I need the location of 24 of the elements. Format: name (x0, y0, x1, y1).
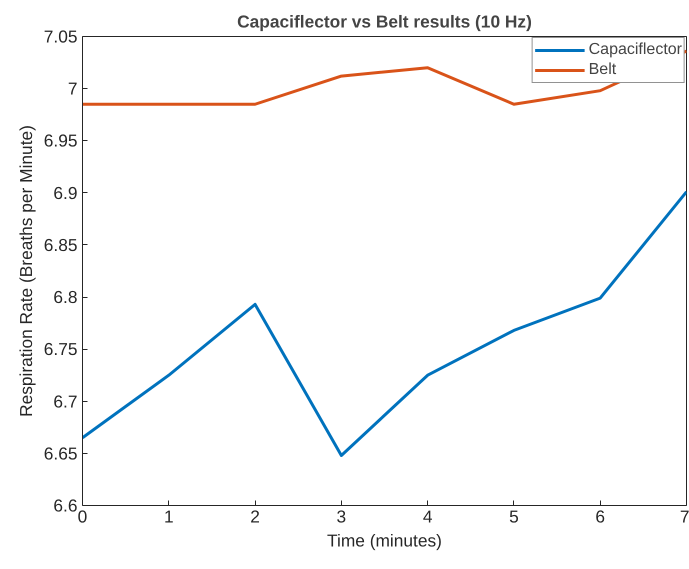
x-tick-label: 7 (680, 506, 689, 526)
x-tick-label: 5 (509, 506, 519, 526)
x-tick-label: 1 (164, 506, 174, 526)
chart-title: Capaciflector vs Belt results (10 Hz) (237, 12, 532, 32)
y-tick-label: 6.8 (53, 287, 78, 308)
y-tick-label: 6.75 (44, 339, 78, 360)
x-tick-label: 4 (422, 506, 433, 526)
y-tick-label: 7.05 (44, 26, 78, 46)
y-axis-title: Respiration Rate (Breaths per Minute) (16, 125, 36, 417)
y-tick-label: 6.95 (44, 130, 78, 151)
y-tick-label: 7 (68, 78, 78, 99)
line-series (82, 190, 686, 457)
x-axis-title: Time (minutes) (327, 530, 442, 550)
legend-label: Capaciflector (588, 41, 682, 59)
y-tick-label: 6.65 (44, 443, 78, 464)
legend-label: Belt (588, 61, 616, 79)
y-tick-label: 6.7 (53, 391, 78, 412)
x-tick-label: 0 (78, 506, 88, 526)
y-tick-label: 6.6 (53, 496, 78, 516)
x-tick-label: 2 (250, 506, 260, 526)
y-tick-label: 6.85 (44, 234, 78, 255)
x-tick-label: 3 (336, 506, 346, 526)
y-tick-label: 6.9 (53, 182, 78, 203)
x-tick-label: 6 (595, 506, 606, 526)
